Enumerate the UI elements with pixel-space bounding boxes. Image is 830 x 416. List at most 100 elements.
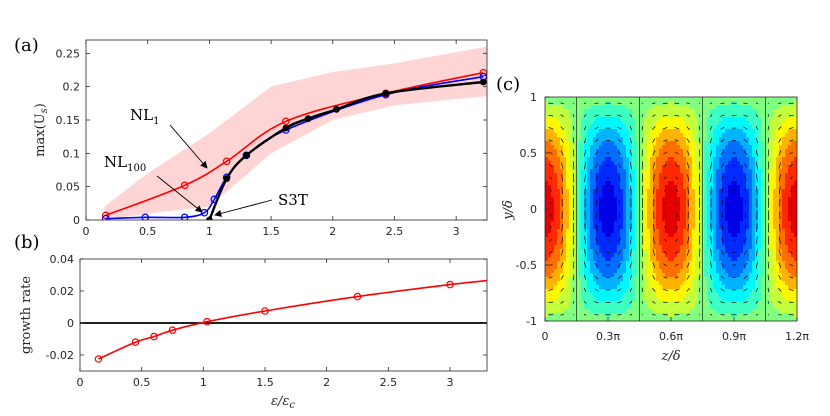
field-cell [752, 121, 756, 126]
field-cell [746, 229, 750, 234]
field-cell [620, 309, 624, 314]
field-cell [611, 141, 615, 146]
field-cell [788, 141, 792, 146]
field-cell [590, 301, 594, 306]
field-cell [611, 193, 615, 198]
field-cell [680, 289, 684, 294]
field-cell [767, 233, 771, 238]
field-cell [551, 289, 555, 294]
field-cell [551, 105, 555, 110]
field-cell [623, 185, 627, 190]
field-cell [578, 277, 582, 282]
field-cell [653, 205, 657, 210]
field-cell [794, 217, 797, 222]
velocity-arrow [629, 248, 632, 257]
field-cell [770, 277, 774, 282]
field-cell [554, 281, 558, 286]
field-cell [752, 101, 756, 106]
field-cell [554, 109, 558, 114]
field-cell [611, 189, 615, 194]
field-cell [671, 185, 675, 190]
field-cell [557, 105, 561, 110]
field-cell [746, 161, 750, 166]
field-cell [746, 201, 750, 206]
field-cell [656, 121, 660, 126]
field-cell [626, 273, 630, 278]
field-cell [656, 245, 660, 250]
field-cell [623, 293, 627, 298]
field-cell [557, 133, 561, 138]
field-cell [614, 149, 618, 154]
field-cell [644, 277, 648, 282]
field-cell [587, 213, 591, 218]
field-cell [770, 301, 774, 306]
field-cell [626, 209, 630, 214]
field-cell [707, 249, 711, 254]
field-cell [614, 97, 618, 102]
field-cell [662, 221, 666, 226]
field-cell [770, 145, 774, 150]
field-cell [680, 141, 684, 146]
field-cell [758, 277, 762, 282]
field-cell [719, 249, 723, 254]
field-cell [773, 233, 777, 238]
velocity-arrow [584, 235, 586, 245]
field-cell [680, 97, 684, 102]
field-cell [683, 225, 687, 230]
field-cell [782, 309, 786, 314]
field-cell [590, 133, 594, 138]
field-cell [662, 137, 666, 142]
field-cell [623, 161, 627, 166]
field-cell [728, 297, 732, 302]
field-cell [659, 297, 663, 302]
field-cell [716, 217, 720, 222]
field-cell [659, 301, 663, 306]
field-cell [566, 153, 570, 158]
field-cell [608, 233, 612, 238]
field-cell [725, 317, 729, 321]
field-cell [587, 305, 591, 310]
field-cell [557, 297, 561, 302]
field-cell [674, 213, 678, 218]
field-cell [791, 185, 795, 190]
field-cell [656, 105, 660, 110]
field-cell [761, 181, 765, 186]
field-cell [659, 205, 663, 210]
field-cell [743, 117, 747, 122]
field-cell [722, 189, 726, 194]
field-cell [647, 209, 651, 214]
field-cell [626, 229, 630, 234]
field-cell [773, 309, 777, 314]
field-cell [620, 313, 624, 318]
field-cell [644, 317, 648, 321]
panel-a-xtick-label: 0 [83, 225, 90, 238]
field-cell [614, 113, 618, 118]
field-cell [671, 109, 675, 114]
field-cell [629, 117, 633, 122]
field-cell [578, 253, 582, 258]
field-cell [551, 177, 555, 182]
field-cell [773, 229, 777, 234]
field-cell [692, 181, 696, 186]
field-cell [785, 285, 789, 290]
field-cell [665, 297, 669, 302]
field-cell [611, 109, 615, 114]
field-cell [548, 193, 552, 198]
field-cell [620, 141, 624, 146]
field-cell [647, 201, 651, 206]
field-cell [791, 313, 795, 318]
field-cell [566, 105, 570, 110]
field-cell [776, 221, 780, 226]
growth-rate-point [131, 338, 140, 347]
field-cell [659, 265, 663, 270]
field-cell [599, 97, 603, 102]
field-cell [674, 225, 678, 230]
field-cell [620, 109, 624, 114]
field-cell [722, 169, 726, 174]
field-cell [566, 229, 570, 234]
field-cell [668, 293, 672, 298]
field-cell [644, 305, 648, 310]
field-cell [617, 281, 621, 286]
field-cell [656, 173, 660, 178]
field-cell [593, 161, 597, 166]
